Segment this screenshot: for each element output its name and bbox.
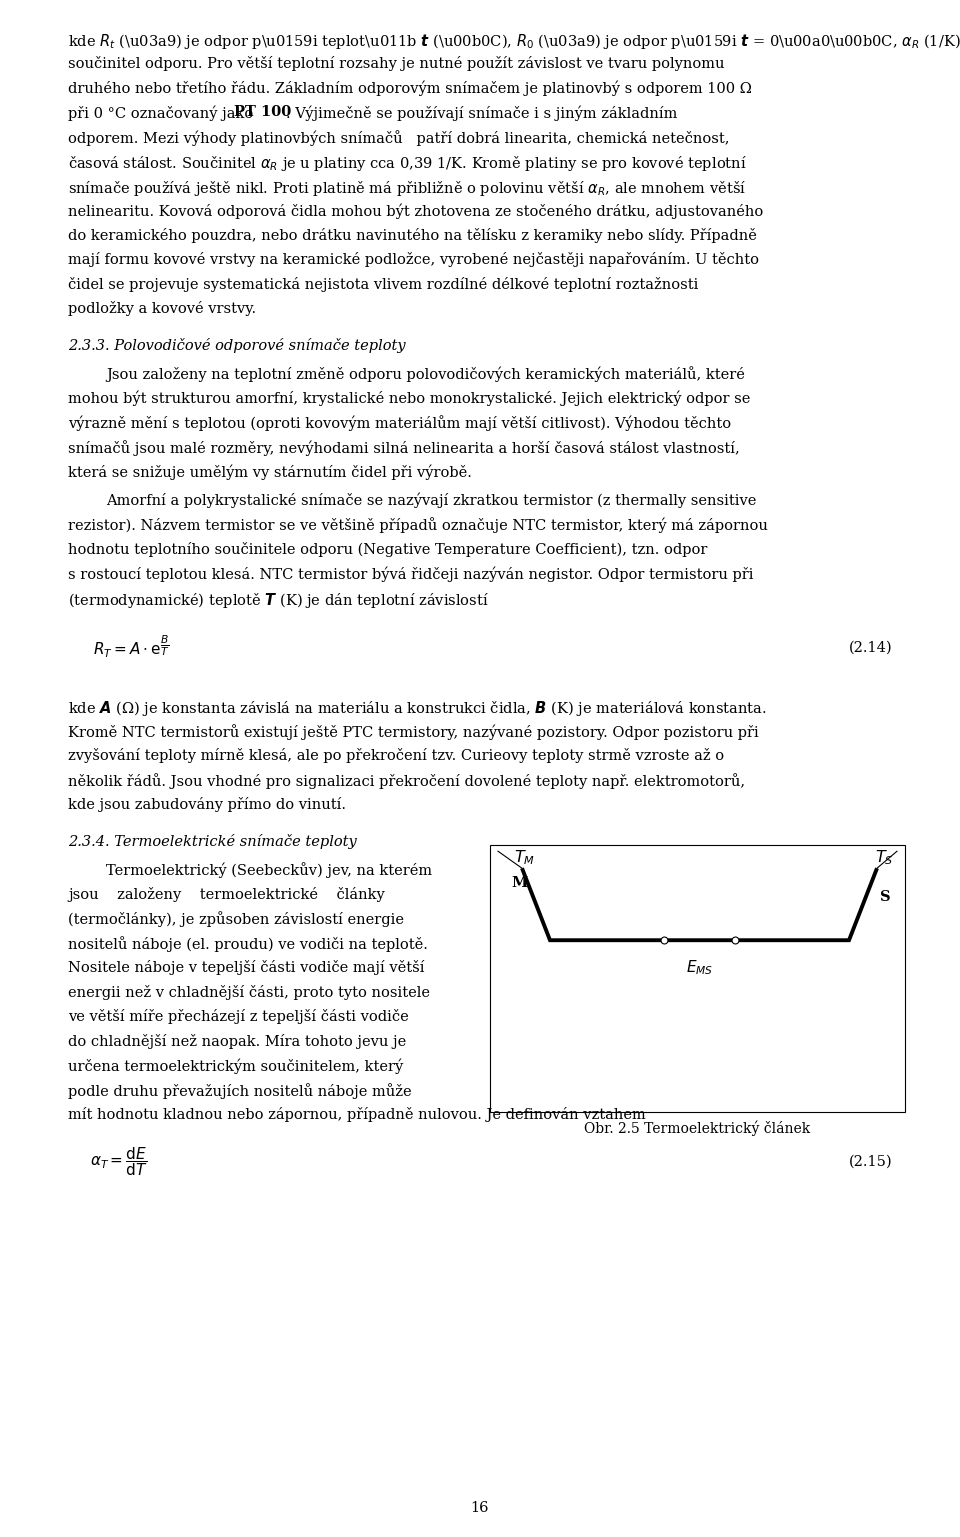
- Text: podle druhu převažujích nositelů náboje může: podle druhu převažujích nositelů náboje …: [68, 1082, 412, 1099]
- Text: několik řádů. Jsou vhodné pro signalizaci překročení dovolené teploty např. elek: několik řádů. Jsou vhodné pro signalizac…: [68, 773, 745, 788]
- Text: (termodynamické) teplotě $\boldsymbol{T}$ (K) je dán teplotní závislostí: (termodynamické) teplotě $\boldsymbol{T}…: [68, 590, 489, 610]
- Text: Amorfní a polykrystalické snímače se nazývají zkratkou termistor (z thermally se: Amorfní a polykrystalické snímače se naz…: [106, 492, 756, 509]
- Text: PT 100: PT 100: [233, 106, 291, 120]
- Text: (2.14): (2.14): [849, 641, 892, 655]
- Text: M: M: [511, 876, 527, 890]
- Text: Obr. 2.5 Termoelektrický článek: Obr. 2.5 Termoelektrický článek: [585, 1120, 810, 1136]
- Text: podložky a kovové vrstvy.: podložky a kovové vrstvy.: [68, 301, 256, 317]
- Text: 16: 16: [470, 1502, 490, 1515]
- Text: která se snižuje umělým vy stárnutím čidel při výrobě.: která se snižuje umělým vy stárnutím čid…: [68, 464, 472, 480]
- Text: $\alpha_T = \dfrac{\mathrm{d}E}{\mathrm{d}T}$: $\alpha_T = \dfrac{\mathrm{d}E}{\mathrm{…: [90, 1145, 148, 1179]
- Text: jsou    založeny    termoelektrické    články: jsou založeny termoelektrické články: [68, 887, 385, 902]
- Bar: [490, 845, 905, 1113]
- Text: mohou být strukturou amorfní, krystalické nebo monokrystalické. Jejich elektrick: mohou být strukturou amorfní, krystalick…: [68, 390, 751, 406]
- Text: s rostoucí teplotou klesá. NTC termistor bývá řidčeji nazýván negistor. Odpor te: s rostoucí teplotou klesá. NTC termistor…: [68, 566, 754, 581]
- Text: . Výjimečně se používají snímače i s jiným základním: . Výjimečně se používají snímače i s jin…: [285, 106, 677, 121]
- Text: určena termoelektrickým součinitelem, který: určena termoelektrickým součinitelem, kt…: [68, 1059, 403, 1074]
- Text: Kromě NTC termistorů existují ještě PTC termistory, nazývané pozistory. Odpor po: Kromě NTC termistorů existují ještě PTC …: [68, 724, 758, 739]
- Text: 2.3.3. Polovodičové odporové snímače teploty: 2.3.3. Polovodičové odporové snímače tep…: [68, 338, 406, 354]
- Text: čidel se projevuje systematická nejistota vlivem rozdílné délkové teplotní rozta: čidel se projevuje systematická nejistot…: [68, 277, 698, 292]
- Text: zvyšování teploty mírně klesá, ale po překročení tzv. Curieovy teploty strmě vzr: zvyšování teploty mírně klesá, ale po př…: [68, 749, 724, 764]
- Text: mít hodnotu kladnou nebo zápornou, případně nulovou. Je definován vztahem: mít hodnotu kladnou nebo zápornou, přípa…: [68, 1107, 646, 1122]
- Text: Jsou založeny na teplotní změně odporu polovodičových keramických materiálů, kte: Jsou založeny na teplotní změně odporu p…: [106, 366, 745, 383]
- Text: ve větší míře přecházejí z tepeljší části vodiče: ve větší míře přecházejí z tepeljší část…: [68, 1010, 409, 1024]
- Text: rezistor). Názvem termistor se ve většině případů označuje NTC termistor, který : rezistor). Názvem termistor se ve většin…: [68, 516, 768, 533]
- Text: součinitel odporu. Pro větší teplotní rozsahy je nutné použít závislost ve tvaru: součinitel odporu. Pro větší teplotní ro…: [68, 57, 725, 72]
- Text: odporem. Mezi výhody platinovbých snímačů   patří dobrá linearita, chemická nete: odporem. Mezi výhody platinovbých snímač…: [68, 131, 730, 146]
- Text: při 0 °C označovaný jako: při 0 °C označovaný jako: [68, 106, 258, 121]
- Text: výrazně mění s teplotou (oproti kovovým materiálům mají větší citlivost). Výhodo: výrazně mění s teplotou (oproti kovovým …: [68, 415, 732, 432]
- Text: 2.3.4. Termoelektrické snímače teploty: 2.3.4. Termoelektrické snímače teploty: [68, 835, 357, 848]
- Text: nelinearitu. Kovová odporová čidla mohou být zhotovena ze stočeného drátku, adju: nelinearitu. Kovová odporová čidla mohou…: [68, 203, 763, 218]
- Text: kde $\boldsymbol{R_t}$ (\u03a9) je odpor p\u0159i teplot\u011b $\boldsymbol{t}$ : kde $\boldsymbol{R_t}$ (\u03a9) je odpor…: [68, 32, 960, 51]
- Text: do keramického pouzdra, nebo drátku navinutého na tělísku z keramiky nebo slídy.: do keramického pouzdra, nebo drátku navi…: [68, 227, 756, 243]
- Text: Nositele náboje v tepeljší části vodiče mají větší: Nositele náboje v tepeljší části vodiče …: [68, 961, 424, 974]
- Text: mají formu kovové vrstvy na keramické podložce, vyrobené nejčastěji napařováním.: mají formu kovové vrstvy na keramické po…: [68, 252, 759, 267]
- Text: kde $\boldsymbol{A}$ (Ω) je konstanta závislá na materiálu a konstrukci čidla, $: kde $\boldsymbol{A}$ (Ω) je konstanta zá…: [68, 699, 767, 718]
- Text: Termoelektrický (Seebeckův) jev, na kterém: Termoelektrický (Seebeckův) jev, na kter…: [106, 862, 432, 878]
- Text: $T_S$: $T_S$: [875, 848, 894, 867]
- Text: (2.15): (2.15): [849, 1154, 892, 1170]
- Text: časová stálost. Součinitel $\boldsymbol{\alpha_R}$ je u platiny cca 0,39 1/K. Kr: časová stálost. Součinitel $\boldsymbol{…: [68, 155, 747, 174]
- Text: snímače používá ještě nikl. Proti platině má přibližně o polovinu větší $\boldsy: snímače používá ještě nikl. Proti platin…: [68, 178, 747, 198]
- Text: snímačů jsou malé rozměry, nevýhodami silná nelinearita a horší časová stálost v: snímačů jsou malé rozměry, nevýhodami si…: [68, 440, 740, 456]
- Text: energii než v chladnější části, proto tyto nositele: energii než v chladnější části, proto ty…: [68, 985, 430, 999]
- Text: hodnotu teplotního součinitele odporu (Negative Temperature Coefficient), tzn. o: hodnotu teplotního součinitele odporu (N…: [68, 541, 708, 556]
- Text: $T_M$: $T_M$: [514, 848, 535, 867]
- Text: kde jsou zabudovány přímo do vinutí.: kde jsou zabudovány přímo do vinutí.: [68, 798, 346, 812]
- Text: (termočlánky), je způsoben závislostí energie: (termočlánky), je způsoben závislostí en…: [68, 911, 404, 927]
- Text: $E_{MS}$: $E_{MS}$: [685, 958, 713, 978]
- Text: $R_T = A \cdot \mathrm{e}^{\dfrac{B}{T}}$: $R_T = A \cdot \mathrm{e}^{\dfrac{B}{T}}…: [93, 635, 169, 661]
- Text: druhého nebo třetího řádu. Základním odporovým snímačem je platinovbý s odporem : druhého nebo třetího řádu. Základním odp…: [68, 81, 752, 97]
- Text: nositelů náboje (el. proudu) ve vodiči na teplotě.: nositelů náboje (el. proudu) ve vodiči n…: [68, 936, 428, 951]
- Text: do chladnější než naopak. Míra tohoto jevu je: do chladnější než naopak. Míra tohoto je…: [68, 1034, 406, 1048]
- Text: S: S: [880, 890, 891, 904]
